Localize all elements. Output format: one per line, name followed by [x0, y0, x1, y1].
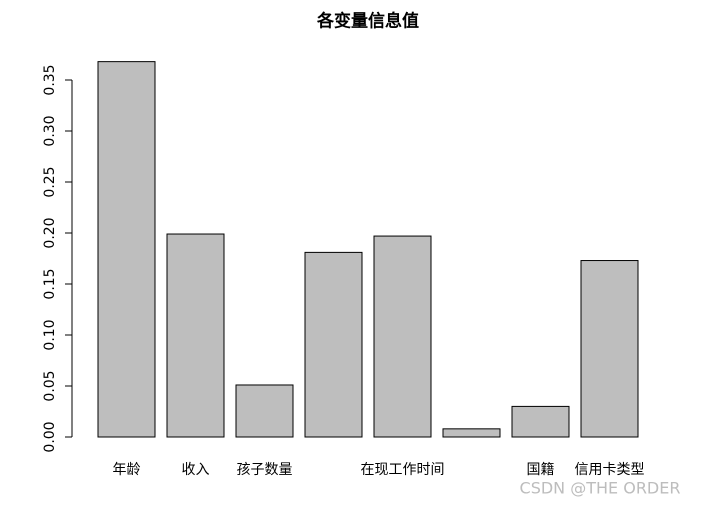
y-tick-label: 0.00	[42, 421, 58, 452]
y-tick-label: 0.20	[42, 217, 58, 248]
y-tick-label: 0.15	[42, 268, 58, 299]
y-tick-label: 0.05	[42, 370, 58, 401]
watermark: CSDN @THE ORDER	[520, 479, 681, 498]
x-tick-label: 国籍	[527, 461, 555, 478]
bar	[97, 61, 156, 438]
y-tick-label: 0.35	[42, 64, 58, 95]
y-tick-label: 0.10	[42, 319, 58, 350]
bar	[235, 384, 294, 438]
y-tick-label: 0.25	[42, 166, 58, 197]
y-tick-label: 0.30	[42, 115, 58, 146]
bar	[304, 251, 363, 438]
bar	[511, 405, 570, 438]
bar	[373, 235, 432, 438]
bar	[166, 233, 225, 438]
x-tick-label: 收入	[182, 462, 210, 478]
chart-title: 各变量信息值	[316, 11, 419, 32]
x-tick-label: 信用卡类型	[575, 462, 645, 478]
bar	[442, 428, 501, 438]
bar	[580, 260, 639, 438]
x-tick-label: 孩子数量	[237, 462, 293, 478]
x-tick-label: 年龄	[113, 462, 141, 478]
x-tick-label: 在现工作时间	[361, 462, 445, 478]
